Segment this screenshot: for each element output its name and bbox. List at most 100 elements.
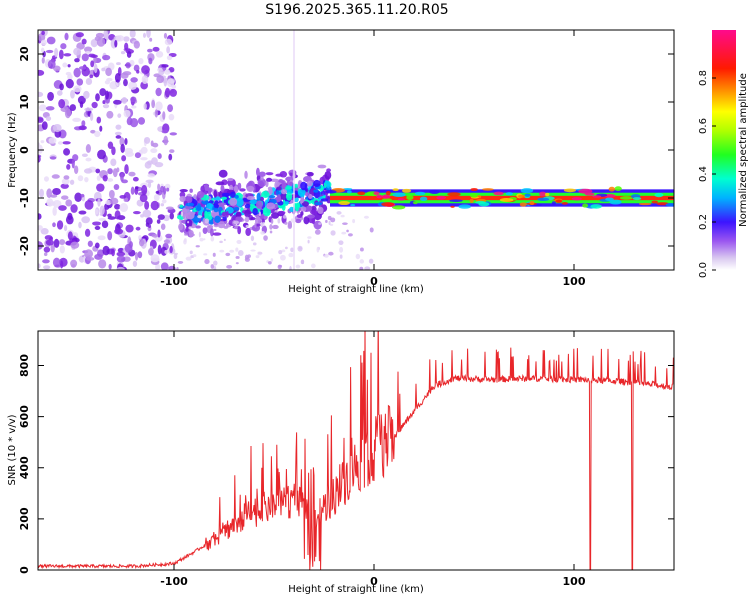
heatmap-cell [92, 102, 98, 108]
heatmap-cell [125, 244, 133, 253]
snr-x-ticks: -100 0 100 [160, 331, 586, 588]
heatmap-cell [54, 48, 58, 57]
heatmap-cell [142, 210, 151, 218]
heatmap-cell [537, 198, 549, 201]
heatmap-cell [115, 125, 121, 130]
heatmap-cell [166, 46, 170, 53]
heatmap-cell [120, 203, 129, 212]
heatmap-cell [78, 211, 86, 215]
heatmap-cell [161, 203, 164, 206]
heatmap-cell [123, 36, 129, 42]
heatmap-cell [288, 224, 292, 229]
heatmap-cell [99, 126, 102, 132]
heatmap-cell [216, 181, 225, 185]
heatmap-cell [529, 201, 534, 205]
heatmap-cell [130, 118, 138, 127]
heatmap-cell [57, 90, 63, 96]
heatmap-cell [76, 32, 84, 37]
heatmap-cell [111, 248, 115, 256]
heatmap-cell [364, 216, 369, 219]
heatmap-cell [330, 217, 335, 222]
heatmap-cell [298, 189, 306, 197]
heatmap-cell [250, 217, 255, 220]
heatmap-cell [57, 220, 63, 229]
heatmap-cell [285, 201, 289, 204]
heatmap-cell [289, 182, 293, 186]
heatmap-cell [157, 219, 161, 224]
heatmap-cell [338, 240, 343, 245]
heatmap-cell [158, 70, 164, 76]
heatmap-cell [35, 70, 44, 76]
heatmap-cell [342, 222, 348, 225]
heatmap-cell [251, 236, 254, 242]
y-tick-label: 600 [18, 405, 31, 428]
spectrogram-x-label: Height of straight line (km) [288, 284, 424, 295]
colorbar-gradient [712, 30, 736, 270]
heatmap-cell [42, 121, 48, 130]
heatmap-cell [204, 184, 209, 191]
heatmap-cell [111, 146, 115, 155]
heatmap-cell [61, 195, 68, 199]
heatmap-cell [155, 162, 164, 167]
heatmap-cell [336, 211, 341, 215]
heatmap-cell [78, 175, 84, 181]
heatmap-cell [233, 221, 239, 225]
heatmap-cell [73, 68, 80, 78]
heatmap-cell [317, 207, 323, 214]
heatmap-cell [226, 211, 229, 218]
snr-panel: -100 0 100 0200400600800 Height of straigh… [7, 315, 674, 596]
heatmap-cell [271, 218, 273, 224]
heatmap-cell [68, 64, 71, 67]
heatmap-cell [352, 219, 355, 223]
heatmap-cell [200, 238, 204, 242]
heatmap-cell [271, 258, 274, 262]
heatmap-cell [41, 48, 44, 53]
heatmap-cell [316, 247, 319, 253]
colorbar-tick-label: 0.8 [698, 70, 709, 86]
heatmap-cell [301, 260, 304, 264]
heatmap-cell [102, 100, 105, 104]
snr-x-label: Height of straight line (km) [288, 584, 424, 595]
heatmap-cell [189, 189, 192, 193]
heatmap-cell [590, 204, 602, 209]
heatmap-cell [65, 108, 71, 118]
heatmap-cell [46, 50, 53, 53]
heatmap-cell [288, 253, 293, 257]
heatmap-cell [99, 218, 106, 221]
heatmap-cell [166, 188, 169, 192]
heatmap-cell [131, 187, 135, 195]
heatmap-cell [139, 239, 144, 246]
heatmap-cell [136, 70, 139, 74]
heatmap-cell [253, 242, 257, 245]
heatmap-cell [120, 144, 125, 153]
heatmap-cell [43, 265, 50, 269]
heatmap-cell [169, 114, 175, 120]
heatmap-cell [247, 196, 256, 200]
heatmap-cell [105, 68, 112, 77]
heatmap-cell [449, 199, 462, 202]
heatmap-cell [373, 191, 379, 195]
heatmap-cell [470, 193, 478, 197]
heatmap-cell [113, 100, 122, 105]
heatmap-cell [74, 58, 80, 62]
heatmap-cell [86, 78, 92, 85]
heatmap-cell [138, 117, 145, 125]
heatmap-cell [245, 228, 251, 236]
heatmap-cell [213, 229, 216, 231]
heatmap-cell [121, 72, 129, 78]
heatmap-cell [165, 234, 172, 239]
heatmap-cell [620, 196, 633, 200]
heatmap-cell [415, 192, 426, 195]
heatmap-cell [259, 211, 261, 216]
heatmap-cell [134, 41, 140, 49]
heatmap-cell [493, 192, 503, 196]
heatmap-cell [260, 177, 263, 181]
heatmap-cell [143, 33, 146, 38]
heatmap-cell [257, 251, 262, 255]
heatmap-cell [102, 220, 108, 228]
heatmap-cell [369, 259, 374, 264]
heatmap-cell [84, 249, 93, 258]
heatmap-cell [62, 62, 67, 67]
y-tick-label: -10 [18, 188, 31, 208]
heatmap-cell [190, 250, 193, 254]
